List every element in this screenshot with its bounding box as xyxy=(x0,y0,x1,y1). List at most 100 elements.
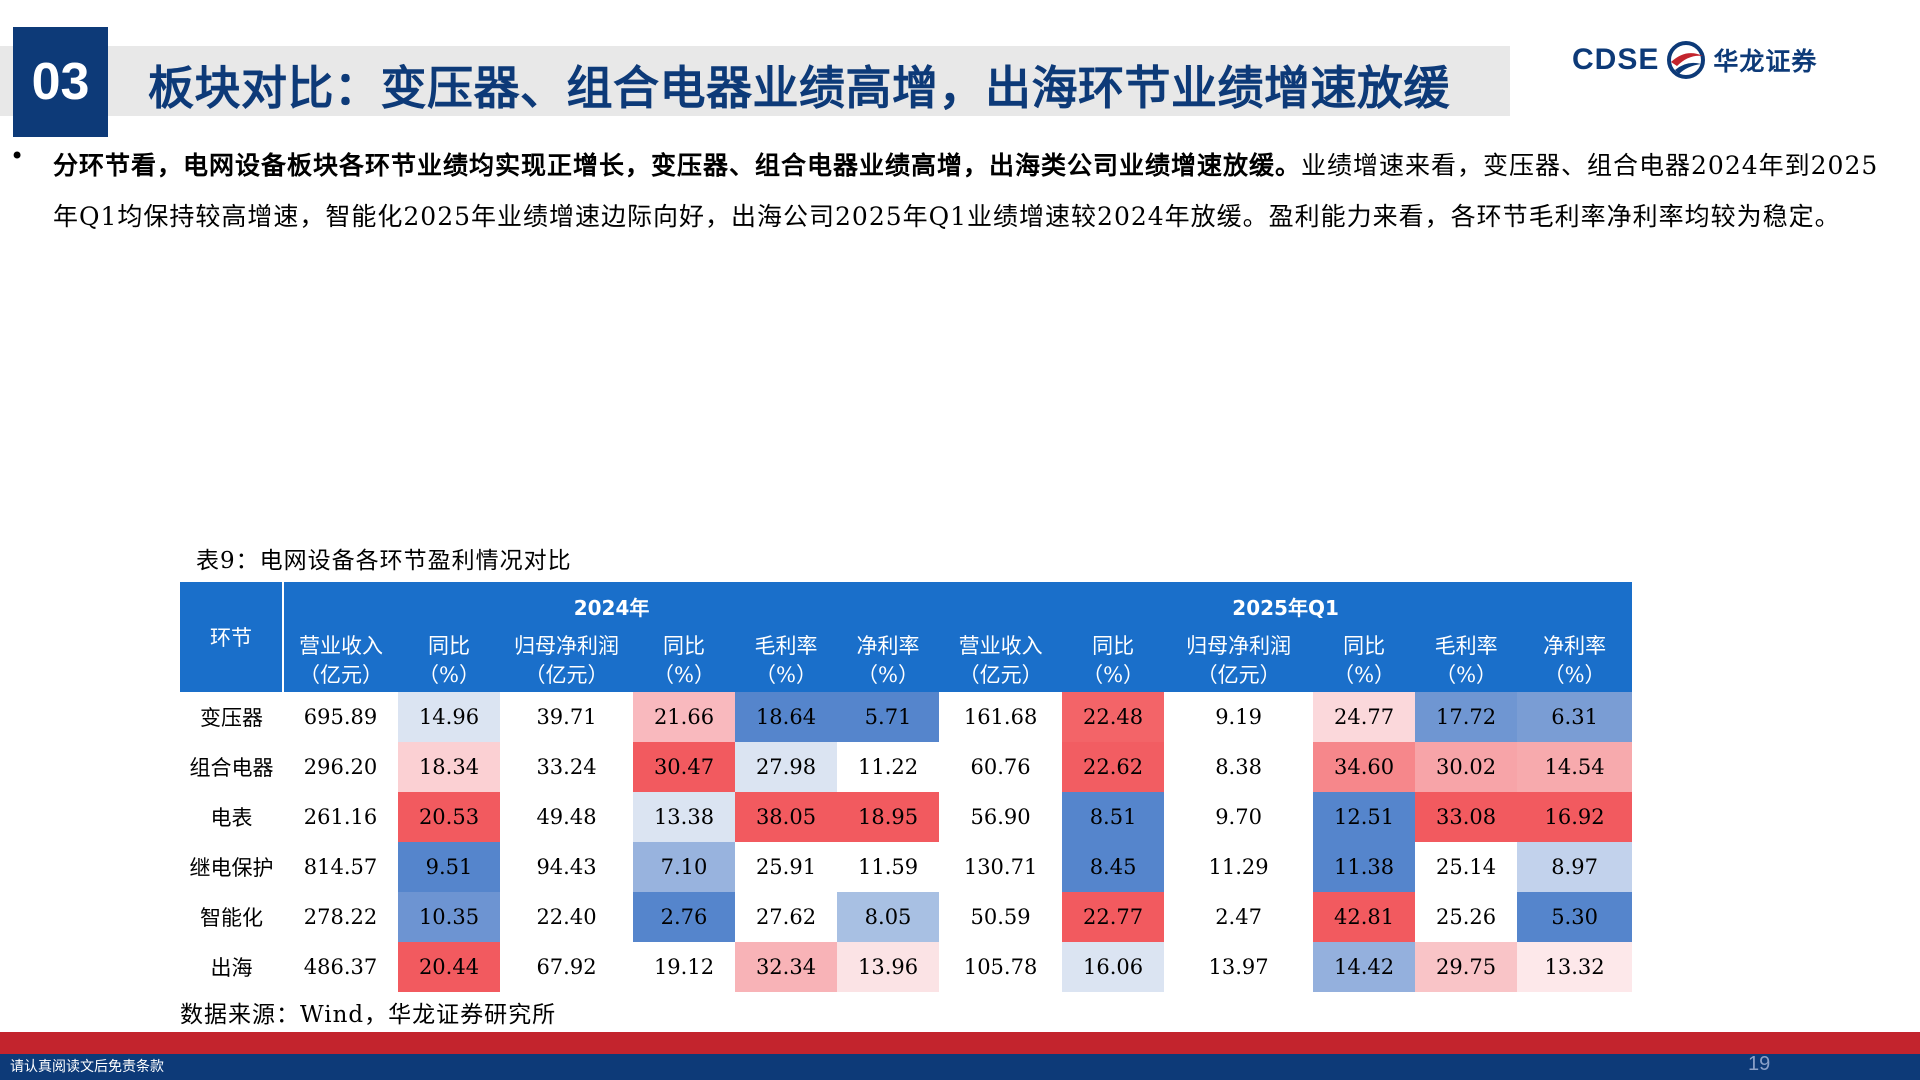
table-cell: 5.71 xyxy=(837,692,940,742)
table-cell: 50.59 xyxy=(939,892,1063,942)
column-header-unit: （%） xyxy=(1543,663,1606,687)
table-cell: 6.31 xyxy=(1517,692,1633,742)
table-cell: 60.76 xyxy=(939,742,1063,792)
table-cell: 39.71 xyxy=(500,692,633,742)
table-caption: 表9：电网设备各环节盈利情况对比 xyxy=(196,548,572,574)
table-row: 组合电器 296.20 18.34 33.24 30.47 27.98 11.22 60.76… xyxy=(180,742,1633,792)
table-cell: 9.19 xyxy=(1164,692,1314,742)
table-cell: 33.24 xyxy=(500,742,633,792)
table-row: 智能化 278.22 10.35 22.40 2.76 27.62 8.05 50.59 22.… xyxy=(180,892,1633,942)
column-header-unit: （亿元） xyxy=(1196,663,1281,687)
table-cell: 67.92 xyxy=(500,942,633,992)
column-header-unit: （%） xyxy=(418,663,480,687)
column-header: 同比 （%） xyxy=(1062,630,1165,692)
table-cell: 9.51 xyxy=(398,842,500,892)
column-header-unit: （亿元） xyxy=(958,663,1043,687)
table-cell: 14.54 xyxy=(1517,742,1633,792)
summary-bold-text: 分环节看，电网设备板块各环节业绩均实现正增长，变压器、组合电器业绩高增，出海类公… xyxy=(53,151,1302,180)
table-group-header-row: 环节 2024年 2025年Q1 xyxy=(180,582,1633,692)
column-header-unit: （%） xyxy=(857,663,920,687)
column-header: 营业收入 （亿元） xyxy=(939,630,1063,692)
column-header-label: 营业收入 xyxy=(299,634,383,658)
table-cell: 27.98 xyxy=(735,742,837,792)
table-cell: 30.47 xyxy=(633,742,735,792)
column-header-unit: （%） xyxy=(1333,663,1396,687)
segment-header: 环节 xyxy=(180,582,283,692)
table-cell: 261.16 xyxy=(283,792,398,842)
column-header-label: 归母净利润 xyxy=(514,634,619,658)
table-cell: 8.97 xyxy=(1517,842,1633,892)
table-cell: 14.96 xyxy=(398,692,500,742)
table-cell: 22.40 xyxy=(500,892,633,942)
column-header-unit: （亿元） xyxy=(524,663,609,687)
table-cell: 94.43 xyxy=(500,842,633,892)
table-cell: 7.10 xyxy=(633,842,735,892)
segment-name: 组合电器 xyxy=(189,756,274,780)
page-number: 19 xyxy=(1748,1053,1771,1075)
column-header-label: 净利率 xyxy=(856,634,920,658)
column-header-label: 营业收入 xyxy=(958,634,1043,658)
column-header-label: 同比 xyxy=(1092,634,1135,658)
table-cell: 30.02 xyxy=(1415,742,1518,792)
column-header: 同比 （%） xyxy=(1313,630,1416,692)
group-header-2024: 2024年 xyxy=(281,582,940,630)
column-header: 归母净利润 （亿元） xyxy=(1164,630,1314,692)
table-cell: 18.95 xyxy=(837,792,940,842)
table-cell: 13.97 xyxy=(1164,942,1314,992)
table-cell: 18.64 xyxy=(735,692,837,742)
column-header-unit: （%） xyxy=(1082,663,1145,687)
table-row: 电表 261.16 20.53 49.48 13.38 38.05 18.95 56.90 8.… xyxy=(180,792,1633,842)
header-band xyxy=(0,46,1510,116)
logo-text-cn: 华龙证券 xyxy=(1713,47,1818,76)
table-cell: 19.12 xyxy=(633,942,735,992)
company-logo: CDSE 华龙证券 xyxy=(1572,38,1817,82)
table-cell: 13.38 xyxy=(633,792,735,842)
table-cell: 21.66 xyxy=(633,692,735,742)
table-cell: 161.68 xyxy=(939,692,1063,742)
column-header: 营业收入 （亿元） xyxy=(282,630,398,692)
table-cell: 56.90 xyxy=(939,792,1063,842)
table-cell: 25.26 xyxy=(1415,892,1518,942)
table-cell: 13.32 xyxy=(1517,942,1633,992)
footer-blue-band xyxy=(0,1054,1920,1080)
column-header: 归母净利润 （亿元） xyxy=(500,630,633,692)
column-header-label: 毛利率 xyxy=(754,634,818,658)
table-cell: 814.57 xyxy=(283,842,398,892)
column-header: 同比 （%） xyxy=(633,630,735,692)
column-header: 净利率 （%） xyxy=(1517,630,1633,692)
logo-emblem-icon xyxy=(1667,41,1706,79)
table-cell: 29.75 xyxy=(1415,942,1518,992)
column-header-unit: （%） xyxy=(755,663,817,687)
table-source: 数据来源：Wind，华龙证券研究所 xyxy=(180,1002,557,1028)
table-cell: 8.51 xyxy=(1062,792,1165,842)
table-cell: 20.53 xyxy=(398,792,500,842)
table-body: 变压器 695.89 14.96 39.71 21.66 18.64 5.71 161.68 2… xyxy=(180,692,1633,992)
table-cell: 11.59 xyxy=(837,842,940,892)
table-cell: 24.77 xyxy=(1313,692,1416,742)
table-cell: 27.62 xyxy=(735,892,837,942)
table-cell: 22.62 xyxy=(1062,742,1165,792)
table-cell: 16.06 xyxy=(1062,942,1165,992)
table-cell: 49.48 xyxy=(500,792,633,842)
table-cell: 695.89 xyxy=(283,692,398,742)
column-header-unit: （%） xyxy=(1435,663,1498,687)
table-cell: 5.30 xyxy=(1517,892,1633,942)
table-cell: 8.45 xyxy=(1062,842,1165,892)
table-sub-header-row: 营业收入 （亿元） 同比 （%） 归母净利润 （亿元） 同比 （%） 毛利率 （%） 净利率 （%） 营… xyxy=(180,630,1633,692)
profitability-table: 环节 2024年 2025年Q1 营业收入 （亿元） 同比 （%） 归母净利润 （亿元） 同… xyxy=(180,582,1633,992)
footer-disclaimer: 请认真阅读文后免责条款 xyxy=(10,1059,164,1075)
table-cell: 11.22 xyxy=(837,742,940,792)
page-title: 板块对比：变压器、组合电器业绩高增，出海环节业绩增速放缓 xyxy=(148,61,1450,115)
column-header: 同比 （%） xyxy=(398,630,500,692)
column-header-label: 同比 xyxy=(663,634,705,658)
segment-name: 电表 xyxy=(210,806,253,830)
table-cell: 34.60 xyxy=(1313,742,1416,792)
footer-red-band xyxy=(0,1032,1920,1054)
segment-name: 智能化 xyxy=(200,906,263,930)
column-header: 净利率 （%） xyxy=(837,630,940,692)
table-cell: 9.70 xyxy=(1164,792,1314,842)
table-cell: 130.71 xyxy=(939,842,1063,892)
summary-paragraph: 分环节看，电网设备板块各环节业绩均实现正增长，变压器、组合电器业绩高增，出海类公… xyxy=(53,140,1883,242)
summary-normal-text: 业绩增速来看，变压器、组合电器2024年到2025年Q1均保持较高增速，智能化2… xyxy=(53,151,1879,231)
column-header: 毛利率 （%） xyxy=(1415,630,1518,692)
